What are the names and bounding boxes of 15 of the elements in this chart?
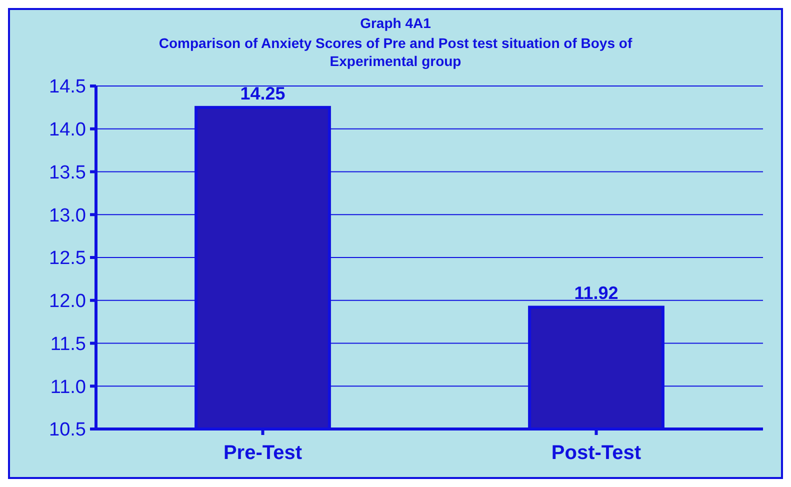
y-tick-label: 13.0 <box>49 205 86 226</box>
y-tick-label: 12.5 <box>49 248 86 270</box>
y-tick-label: 13.5 <box>49 162 86 184</box>
y-tick-label: 10.5 <box>49 420 86 441</box>
y-tick-label: 14.5 <box>49 76 86 98</box>
data-label: 14.25 <box>240 83 286 104</box>
x-tick-label: Post-Test <box>551 442 642 464</box>
chart-subtitle: Comparison of Anxiety Scores of Pre and Post test situation of Boys of Experimental group <box>158 34 634 70</box>
y-tick-label: 12.0 <box>49 291 86 312</box>
y-tick-label: 14.0 <box>49 120 86 141</box>
data-label: 11.92 <box>574 283 618 304</box>
y-tick-label: 11.0 <box>50 376 86 398</box>
chart-title: Graph 4A1 <box>360 15 432 31</box>
y-tick-label: 11.5 <box>50 334 86 355</box>
x-tick-label: Pre-Test <box>223 442 302 464</box>
